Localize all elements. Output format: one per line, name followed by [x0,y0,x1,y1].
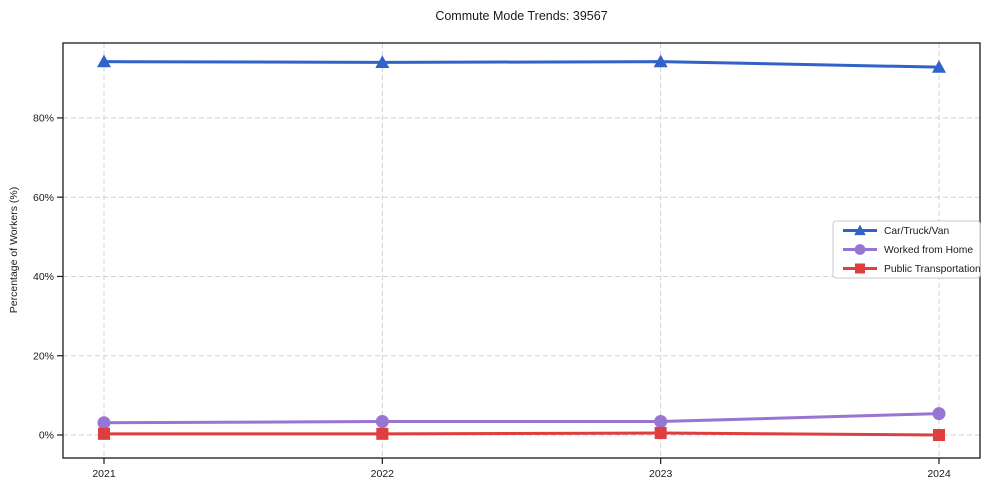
triangle-marker [653,54,668,68]
circle-marker [854,244,866,255]
legend-box [832,220,981,279]
square-marker [855,263,865,274]
series-line [104,431,940,437]
legend: Car/Truck/Van Worked from Home Public Tran… [832,220,981,279]
triangle-marker [932,60,946,73]
circle-marker [932,407,946,421]
square-marker [654,427,667,440]
y-tick-label: 60% [33,192,54,204]
legend-item: Worked from Home [843,244,973,256]
triangle-marker [854,224,866,236]
square-marker [376,427,389,440]
legend-item: Car/Truck/Van [843,224,950,237]
x-tick-label: 2023 [649,468,673,480]
x-tick-label: 2022 [371,468,395,480]
circle-marker [654,415,668,429]
y-axis-label: Percentage of Workers (%) [8,186,20,314]
square-marker [97,427,111,440]
x-tick-label: 2024 [927,468,951,480]
y-tick-label: 40% [33,271,54,283]
series-car-truck-van [97,54,946,73]
series-public-transportation [97,427,946,442]
series-worked-from-home [97,407,946,430]
legend-label: Worked from Home [884,245,973,256]
legend-item: Public Transportation [843,263,981,275]
y-tick-label: 20% [33,350,54,362]
series-line [103,60,940,69]
x-tick-label: 2021 [92,468,116,480]
legend-label: Public Transportation [884,264,981,275]
series-line [103,412,940,425]
triangle-marker [97,54,111,68]
square-marker [932,428,946,442]
triangle-marker [375,55,390,69]
circle-marker [375,415,389,429]
legend-label: Car/Truck/Van [884,226,950,237]
y-tick-label: 80% [33,113,54,125]
chart-title: Commute Mode Trends: 39567 [435,9,608,23]
y-tick-label: 0% [39,430,54,442]
circle-marker [97,416,111,430]
